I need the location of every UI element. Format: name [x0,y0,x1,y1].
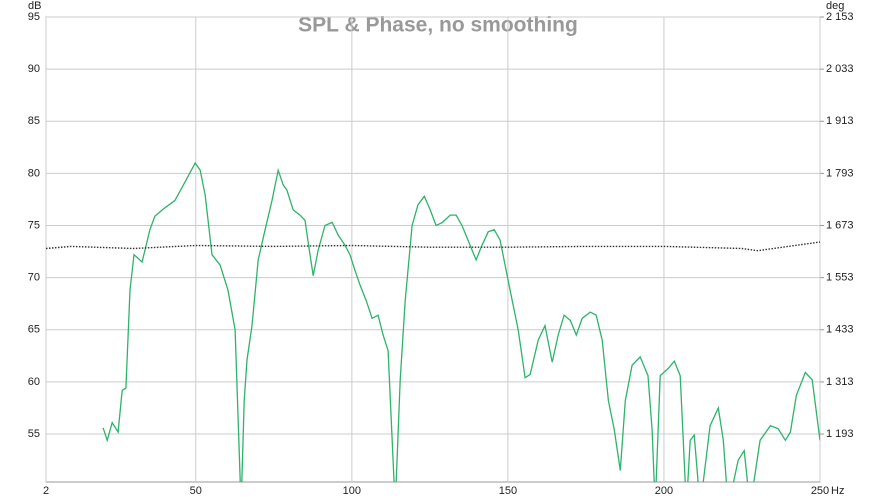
x-tick-label: 200 [655,485,673,497]
series-line [102,161,820,482]
y-tick-label: 95 [28,11,40,23]
x-tick-label: 150 [499,485,517,497]
plot-area [45,16,821,483]
y2-axis-label: deg [826,0,844,12]
x-tick-label: 2 [43,485,49,497]
y2-tick-label: 1 193 [826,428,854,440]
y2-tick-label: 1 913 [826,115,854,127]
x-tick-label: 50 [190,485,202,497]
y-tick-label: 75 [28,219,40,231]
y-axis-label: dB [28,0,41,12]
y-tick-label: 55 [28,428,40,440]
y-tick-label: 85 [28,115,40,127]
y-tick-label: 65 [28,324,40,336]
y-tick-label: 90 [28,63,40,75]
x-axis-label: Hz [831,485,844,497]
y2-tick-label: 1 673 [826,219,854,231]
x-tick-label: 100 [343,485,361,497]
y2-tick-label: 2 153 [826,11,854,23]
y2-tick-label: 2 033 [826,63,854,75]
y2-tick-label: 1 433 [826,324,854,336]
x-tick-label: 250 [811,485,829,497]
series-line [46,241,820,252]
y2-tick-label: 1 313 [826,376,854,388]
y2-tick-label: 1 553 [826,272,854,284]
y2-tick-label: 1 793 [826,167,854,179]
y-tick-label: 60 [28,376,40,388]
y-tick-label: 70 [28,272,40,284]
y-tick-label: 80 [28,167,40,179]
